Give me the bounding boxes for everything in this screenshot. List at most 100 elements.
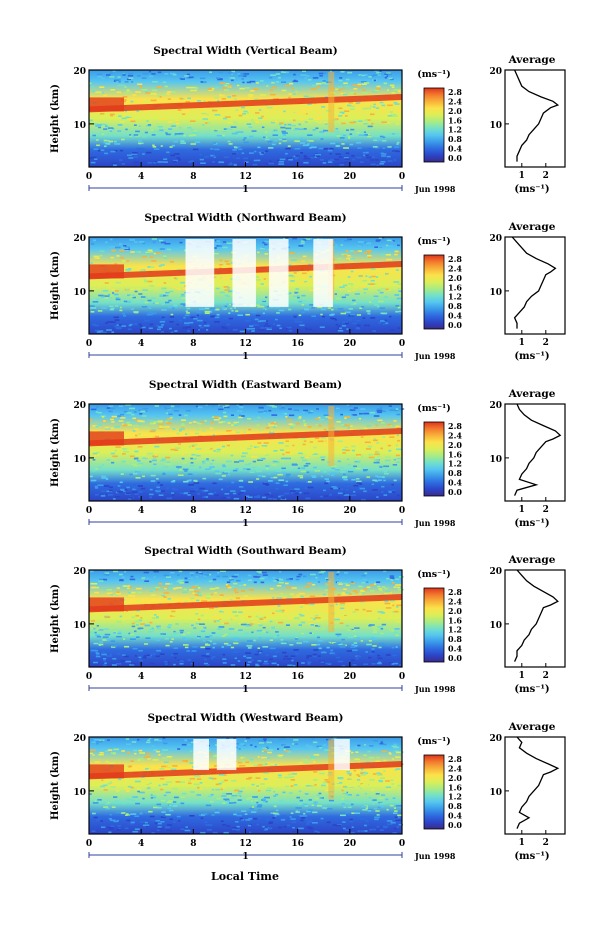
avg-x-tick-label: 2 bbox=[543, 338, 549, 348]
average-profile-line bbox=[514, 403, 562, 496]
average-title: Average bbox=[508, 221, 556, 233]
x-tick-label: 16 bbox=[291, 839, 304, 849]
colorbar-tick-label: 0.4 bbox=[448, 311, 462, 321]
band-start-patch bbox=[89, 597, 124, 612]
average-title: Average bbox=[508, 388, 556, 400]
average-title: Average bbox=[508, 721, 556, 733]
colorbar bbox=[423, 587, 445, 663]
y-tick-label: 20 bbox=[73, 67, 86, 77]
x-tick-label: 4 bbox=[138, 839, 144, 849]
colorbar-tick-label: 1.2 bbox=[448, 459, 462, 469]
x-tick-label: 4 bbox=[138, 672, 144, 682]
y-axis-label: Height (km) bbox=[50, 418, 61, 487]
x-tick-label: 4 bbox=[138, 339, 144, 349]
x-tick-label: 20 bbox=[344, 672, 357, 682]
panels-group: Spectral Width (Vertical Beam)2010Height… bbox=[50, 45, 566, 862]
avg-x-tick-label: 2 bbox=[543, 671, 549, 681]
y-tick-label: 10 bbox=[73, 121, 86, 131]
avg-x-tick-label: 1 bbox=[519, 338, 525, 348]
x-tick-label: 8 bbox=[190, 839, 196, 849]
average-frame bbox=[504, 236, 566, 335]
colorbar-tick-label: 0.4 bbox=[448, 644, 462, 654]
colorbar-tick-label: 0.4 bbox=[448, 478, 462, 488]
data-gap bbox=[185, 239, 215, 307]
band-start-patch bbox=[89, 97, 124, 112]
y-axis-label: Height (km) bbox=[50, 251, 61, 320]
x-tick-label: 16 bbox=[291, 672, 304, 682]
band-start-patch bbox=[89, 264, 124, 279]
colorbar-tick-label: 1.2 bbox=[448, 125, 462, 135]
x-axis-label: Local Time bbox=[211, 870, 279, 883]
avg-x-axis-label: (ms⁻¹) bbox=[514, 684, 549, 695]
colorbar-tick-label: 2.4 bbox=[448, 96, 462, 106]
colorbar-tick-label: 2.8 bbox=[448, 587, 462, 597]
x-tick-label: 0 bbox=[399, 839, 405, 849]
colorbar-tick-label: 2.0 bbox=[448, 106, 462, 116]
x-tick-label: 4 bbox=[138, 506, 144, 516]
colorbar-unit-label: (ms⁻¹) bbox=[417, 569, 451, 580]
event-streak bbox=[328, 406, 335, 467]
y-tick-label: 20 bbox=[73, 734, 86, 744]
avg-y-tick-label: 20 bbox=[489, 401, 502, 411]
colorbar-tick-label: 2.4 bbox=[448, 763, 462, 773]
data-gap bbox=[268, 239, 289, 307]
date-label: Jun 1998 bbox=[414, 351, 456, 361]
x-tick-label: 0 bbox=[86, 172, 92, 182]
avg-x-tick-label: 1 bbox=[519, 671, 525, 681]
data-gap bbox=[216, 739, 237, 771]
x-tick-label: 0 bbox=[86, 839, 92, 849]
colorbar-tick-label: 0.0 bbox=[448, 487, 462, 497]
avg-y-tick-label: 10 bbox=[489, 788, 502, 798]
panel-1: Spectral Width (Vertical Beam)2010Height… bbox=[50, 45, 566, 195]
avg-y-tick-label: 20 bbox=[489, 567, 502, 577]
avg-x-tick-label: 1 bbox=[519, 505, 525, 515]
y-tick-label: 10 bbox=[73, 788, 86, 798]
tropopause-band bbox=[89, 428, 402, 447]
heatmap-speckle bbox=[89, 404, 405, 501]
avg-x-tick-label: 2 bbox=[543, 838, 549, 848]
x-tick-label: 20 bbox=[344, 339, 357, 349]
panel-title: Spectral Width (Westward Beam) bbox=[147, 712, 343, 724]
event-streak bbox=[328, 739, 335, 800]
colorbar-tick-label: 0.0 bbox=[448, 320, 462, 330]
y-tick-label: 20 bbox=[73, 234, 86, 244]
data-gap bbox=[313, 239, 333, 307]
colorbar-tick-label: 2.4 bbox=[448, 430, 462, 440]
day-label: 1 bbox=[242, 685, 248, 695]
colorbar-tick-label: 0.4 bbox=[448, 144, 462, 154]
avg-y-tick-label: 20 bbox=[489, 734, 502, 744]
y-axis-label: Height (km) bbox=[50, 584, 61, 653]
x-tick-label: 0 bbox=[86, 339, 92, 349]
colorbar-unit-label: (ms⁻¹) bbox=[417, 69, 451, 80]
heatmap-speckle bbox=[89, 70, 403, 167]
colorbar-tick-label: 0.0 bbox=[448, 820, 462, 830]
avg-y-tick-label: 10 bbox=[489, 455, 502, 465]
colorbar-tick-label: 0.0 bbox=[448, 653, 462, 663]
colorbar-tick-label: 1.6 bbox=[448, 115, 462, 125]
colorbar-tick-label: 2.0 bbox=[448, 440, 462, 450]
avg-x-tick-label: 1 bbox=[519, 838, 525, 848]
avg-x-tick-label: 1 bbox=[519, 171, 525, 181]
colorbar-tick-label: 1.2 bbox=[448, 625, 462, 635]
colorbar-tick-label: 0.0 bbox=[448, 153, 462, 163]
data-gap bbox=[334, 739, 350, 771]
x-tick-label: 12 bbox=[239, 339, 252, 349]
x-tick-label: 12 bbox=[239, 172, 252, 182]
panel-title: Spectral Width (Vertical Beam) bbox=[153, 45, 337, 57]
panel-4: Spectral Width (Southward Beam)2010Heigh… bbox=[50, 545, 566, 695]
colorbar-unit-label: (ms⁻¹) bbox=[417, 403, 451, 414]
avg-x-axis-label: (ms⁻¹) bbox=[514, 851, 549, 862]
day-label: 1 bbox=[242, 185, 248, 195]
x-tick-label: 0 bbox=[86, 672, 92, 682]
average-title: Average bbox=[508, 554, 556, 566]
date-label: Jun 1998 bbox=[414, 184, 456, 194]
y-axis-label: Height (km) bbox=[50, 751, 61, 820]
colorbar bbox=[423, 421, 445, 497]
x-tick-label: 12 bbox=[239, 672, 252, 682]
date-label: Jun 1998 bbox=[414, 684, 456, 694]
colorbar-tick-label: 2.8 bbox=[448, 254, 462, 264]
y-axis-label: Height (km) bbox=[50, 84, 61, 153]
colorbar-tick-label: 0.8 bbox=[448, 301, 462, 311]
panel-title: Spectral Width (Eastward Beam) bbox=[149, 379, 342, 391]
